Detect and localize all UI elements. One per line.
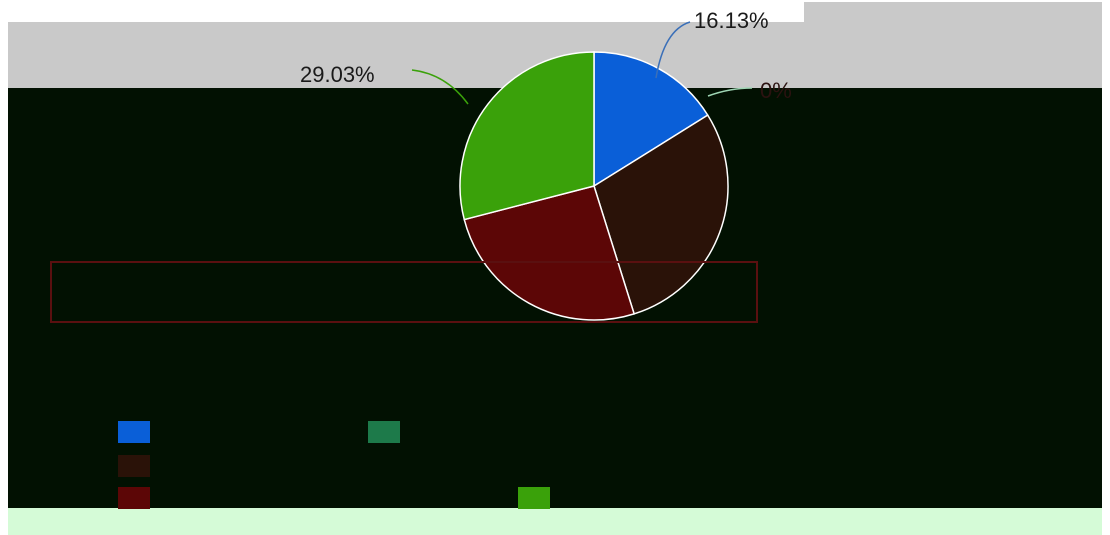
legend-swatch-4	[118, 487, 150, 509]
slice-label-1: 16.13%	[694, 8, 769, 33]
leader-line-slice-2	[707, 87, 753, 97]
legend-item-5[interactable]	[518, 486, 558, 510]
legend-swatch-2	[368, 421, 400, 443]
leader-line-slice-5	[411, 69, 469, 105]
pie-slice-4[interactable]	[463, 185, 636, 321]
pie-slice-1[interactable]	[593, 51, 709, 188]
slice-label-2: 0%	[760, 78, 792, 103]
legend-swatch-3	[118, 455, 150, 477]
legend-swatch-1	[118, 421, 150, 443]
chart-background-bottom	[8, 508, 1102, 535]
chart-background-top-right	[804, 2, 1102, 88]
pie-slice-3[interactable]	[593, 114, 729, 315]
legend-item-4[interactable]	[118, 486, 158, 510]
legend-item-1[interactable]	[118, 420, 158, 444]
legend-item-2[interactable]	[368, 420, 408, 444]
legend-item-3[interactable]	[118, 454, 158, 478]
hover-tooltip	[50, 261, 758, 323]
leader-line-slice-1	[655, 21, 691, 79]
pie-slice-5[interactable]	[459, 51, 595, 221]
legend-swatch-5	[518, 487, 550, 509]
slice-label-5: 29.03%	[300, 62, 375, 87]
